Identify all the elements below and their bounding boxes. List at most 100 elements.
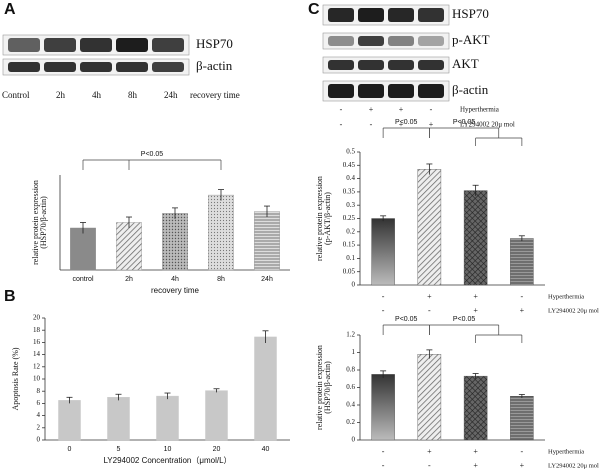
blot-band	[388, 8, 414, 22]
y-tick-label: 16	[33, 338, 41, 346]
blot-label: p-AKT	[452, 32, 490, 47]
blot-band	[358, 60, 384, 70]
bar	[58, 400, 81, 441]
x-tick-label: 24h	[261, 276, 273, 283]
lane-label: 8h	[128, 90, 138, 100]
lane-label: 4h	[92, 90, 102, 100]
treatment-sign: +	[427, 292, 432, 301]
treatment-name: LY294002 20μ mol	[548, 462, 599, 469]
bar	[510, 238, 534, 286]
y-tick-label: 0.25	[343, 214, 356, 222]
lane-label: 2h	[56, 90, 66, 100]
blot-band	[8, 38, 40, 52]
bar	[371, 218, 395, 286]
y-tick-label: 2	[37, 423, 41, 431]
blot-frame	[322, 4, 450, 26]
treatment-sign: -	[521, 292, 524, 301]
annotation: P<0.05	[395, 119, 417, 126]
bar	[254, 211, 280, 271]
bar	[208, 194, 234, 271]
x-tick-label: 2h	[125, 276, 133, 283]
y-tick-label: 0.2	[346, 418, 355, 426]
treatment-sign: -	[521, 447, 524, 456]
blot-band	[358, 8, 384, 22]
y-tick-label: 0.4	[346, 174, 355, 182]
treatment-sign: -	[428, 306, 431, 315]
y-tick-label: 0.45	[343, 161, 356, 169]
bar	[156, 395, 179, 441]
treatment-sign: -	[430, 105, 433, 114]
bar	[417, 169, 442, 286]
y-tick-label: 0.05	[343, 267, 356, 275]
lane-axis-label: recovery time	[190, 90, 240, 100]
y-tick-label: 0.8	[346, 366, 355, 374]
blot-label: AKT	[452, 56, 479, 71]
annotation: P<0.05	[395, 316, 417, 323]
annotation: P<0.05	[453, 316, 475, 323]
y-axis-label: relative protein expression	[31, 180, 40, 265]
y-tick-label: 0	[352, 436, 356, 444]
treatment-sign: -	[370, 120, 373, 129]
treatment-name: LY294002 20μ mol	[548, 307, 599, 314]
blot-label: β-actin	[196, 58, 233, 73]
treatment-sign: -	[382, 306, 385, 315]
x-axis-label: recovery time	[151, 286, 200, 295]
bar	[107, 397, 130, 441]
y-tick-label: 0.4	[346, 401, 355, 409]
treatment-sign: +	[473, 292, 478, 301]
annotation: P<0.05	[453, 119, 475, 126]
blot-band	[388, 84, 414, 98]
treatment-sign: +	[429, 120, 434, 129]
blot-label: HSP70	[196, 36, 233, 51]
x-axis-label: LY294002 Concentration（μmol/L）	[103, 456, 231, 465]
panel-label: B	[4, 288, 16, 305]
y-tick-label: 0.35	[343, 188, 356, 196]
blot-band	[358, 36, 384, 46]
bar	[205, 390, 228, 441]
blot-band	[388, 60, 414, 70]
lane-label: 24h	[164, 90, 178, 100]
y-axis-label: (p-AKT/β-actin)	[323, 192, 332, 245]
x-tick-label: 0	[68, 446, 72, 453]
bar	[254, 336, 277, 441]
blot-band	[116, 62, 148, 72]
x-tick-label: 4h	[171, 276, 179, 283]
treatment-sign: -	[382, 447, 385, 456]
blot-band	[418, 8, 444, 22]
blot-band	[328, 60, 354, 70]
treatment-sign: +	[369, 105, 374, 114]
x-tick-label: 40	[262, 446, 270, 453]
y-tick-label: 0.5	[346, 148, 355, 156]
treatment-sign: +	[473, 461, 478, 470]
blot-band	[328, 84, 354, 98]
treatment-sign: -	[340, 120, 343, 129]
blot-band	[152, 38, 184, 52]
blot-frame	[322, 56, 450, 74]
x-tick-label: 10	[164, 446, 172, 453]
blot-band	[44, 62, 76, 72]
treatment-sign: +	[427, 447, 432, 456]
blot-band	[44, 38, 76, 52]
blot-band	[80, 38, 112, 52]
blot-frame	[322, 32, 450, 50]
treatment-sign: +	[520, 306, 525, 315]
bar	[417, 354, 442, 441]
y-axis-label: relative protein expression	[315, 345, 324, 430]
treatment-name: Hyperthermia	[460, 106, 500, 114]
blot-band	[418, 84, 444, 98]
blot-band	[328, 36, 354, 46]
panel-label: C	[308, 1, 320, 18]
y-axis-label: Apoptosis Rate (%)	[11, 347, 20, 410]
bar	[463, 190, 488, 286]
treatment-name: Hyperthermia	[548, 293, 584, 300]
treatment-sign: -	[428, 461, 431, 470]
blot-band	[418, 60, 444, 70]
treatment-name: Hyperthermia	[548, 448, 584, 455]
bar	[371, 374, 395, 441]
y-tick-label: 14	[33, 350, 41, 358]
y-tick-label: 1.2	[346, 331, 355, 339]
blot-band	[80, 62, 112, 72]
blot-band	[418, 36, 444, 46]
treatment-sign: -	[382, 292, 385, 301]
